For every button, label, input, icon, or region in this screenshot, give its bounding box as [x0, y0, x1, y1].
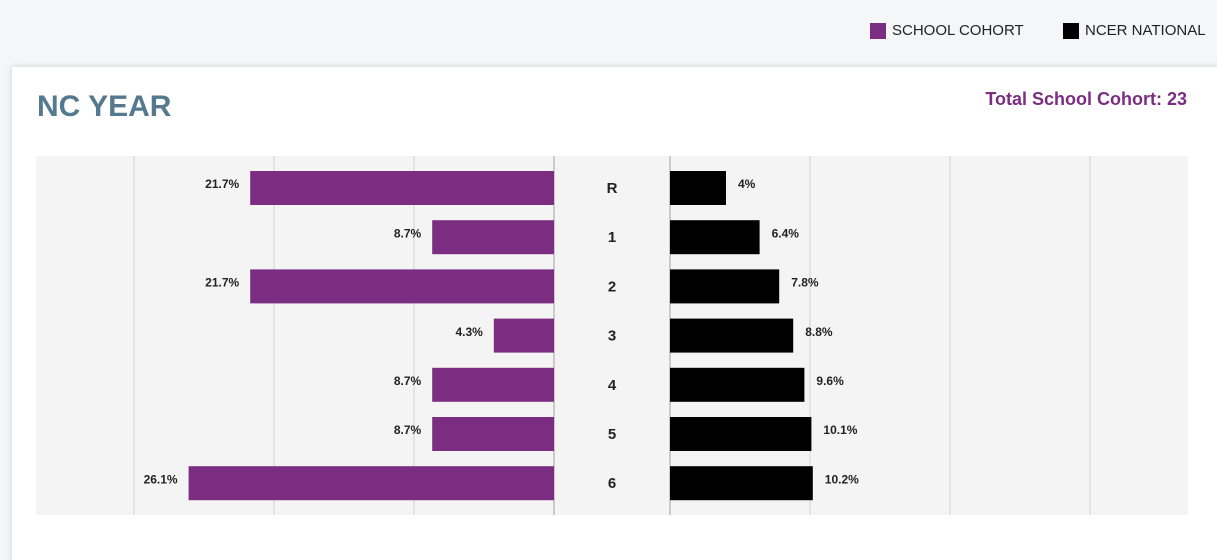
value-label: 26.1%: [144, 472, 178, 486]
category-label: 5: [608, 426, 616, 443]
bar: [432, 220, 554, 255]
bar: [188, 466, 554, 501]
value-label: 21.7%: [205, 276, 239, 290]
bar: [432, 417, 554, 451]
bar: [250, 269, 554, 304]
category-label: 3: [608, 328, 616, 345]
legend: SCHOOL COHORT NCER NATIONAL: [870, 22, 1206, 39]
bar: [670, 269, 780, 304]
value-label: 6.4%: [772, 226, 800, 240]
value-label: 21.7%: [205, 177, 239, 191]
bar: [670, 466, 813, 501]
bar: [250, 171, 554, 205]
value-label: 4.3%: [455, 325, 483, 339]
category-label: 4: [608, 377, 617, 394]
value-label: 10.2%: [825, 472, 859, 486]
value-label: 10.1%: [823, 423, 857, 437]
bar: [670, 318, 794, 353]
value-label: 4%: [738, 177, 756, 191]
value-label: 8.7%: [394, 374, 422, 388]
legend-swatch: [1063, 23, 1079, 39]
category-label: 2: [608, 278, 616, 295]
value-label: 7.8%: [791, 276, 819, 290]
bar: [670, 220, 760, 255]
bar: [432, 367, 554, 402]
chart-title: NC YEAR: [37, 90, 172, 123]
value-label: 9.6%: [816, 374, 844, 388]
plot-area: [36, 156, 1188, 515]
category-label: 1: [608, 229, 616, 246]
category-label: R: [607, 180, 618, 197]
value-label: 8.8%: [805, 325, 833, 339]
category-label: 6: [608, 475, 616, 492]
bar: [670, 367, 805, 402]
legend-label: NCER NATIONAL: [1085, 22, 1206, 39]
legend-label: SCHOOL COHORT: [892, 22, 1024, 39]
bar: [493, 318, 554, 353]
legend-swatch: [870, 23, 886, 39]
value-label: 8.7%: [394, 423, 422, 437]
chart-subtitle: Total School Cohort: 23: [985, 89, 1187, 109]
bar: [670, 171, 726, 205]
bar: [670, 417, 812, 451]
value-label: 8.7%: [394, 226, 422, 240]
